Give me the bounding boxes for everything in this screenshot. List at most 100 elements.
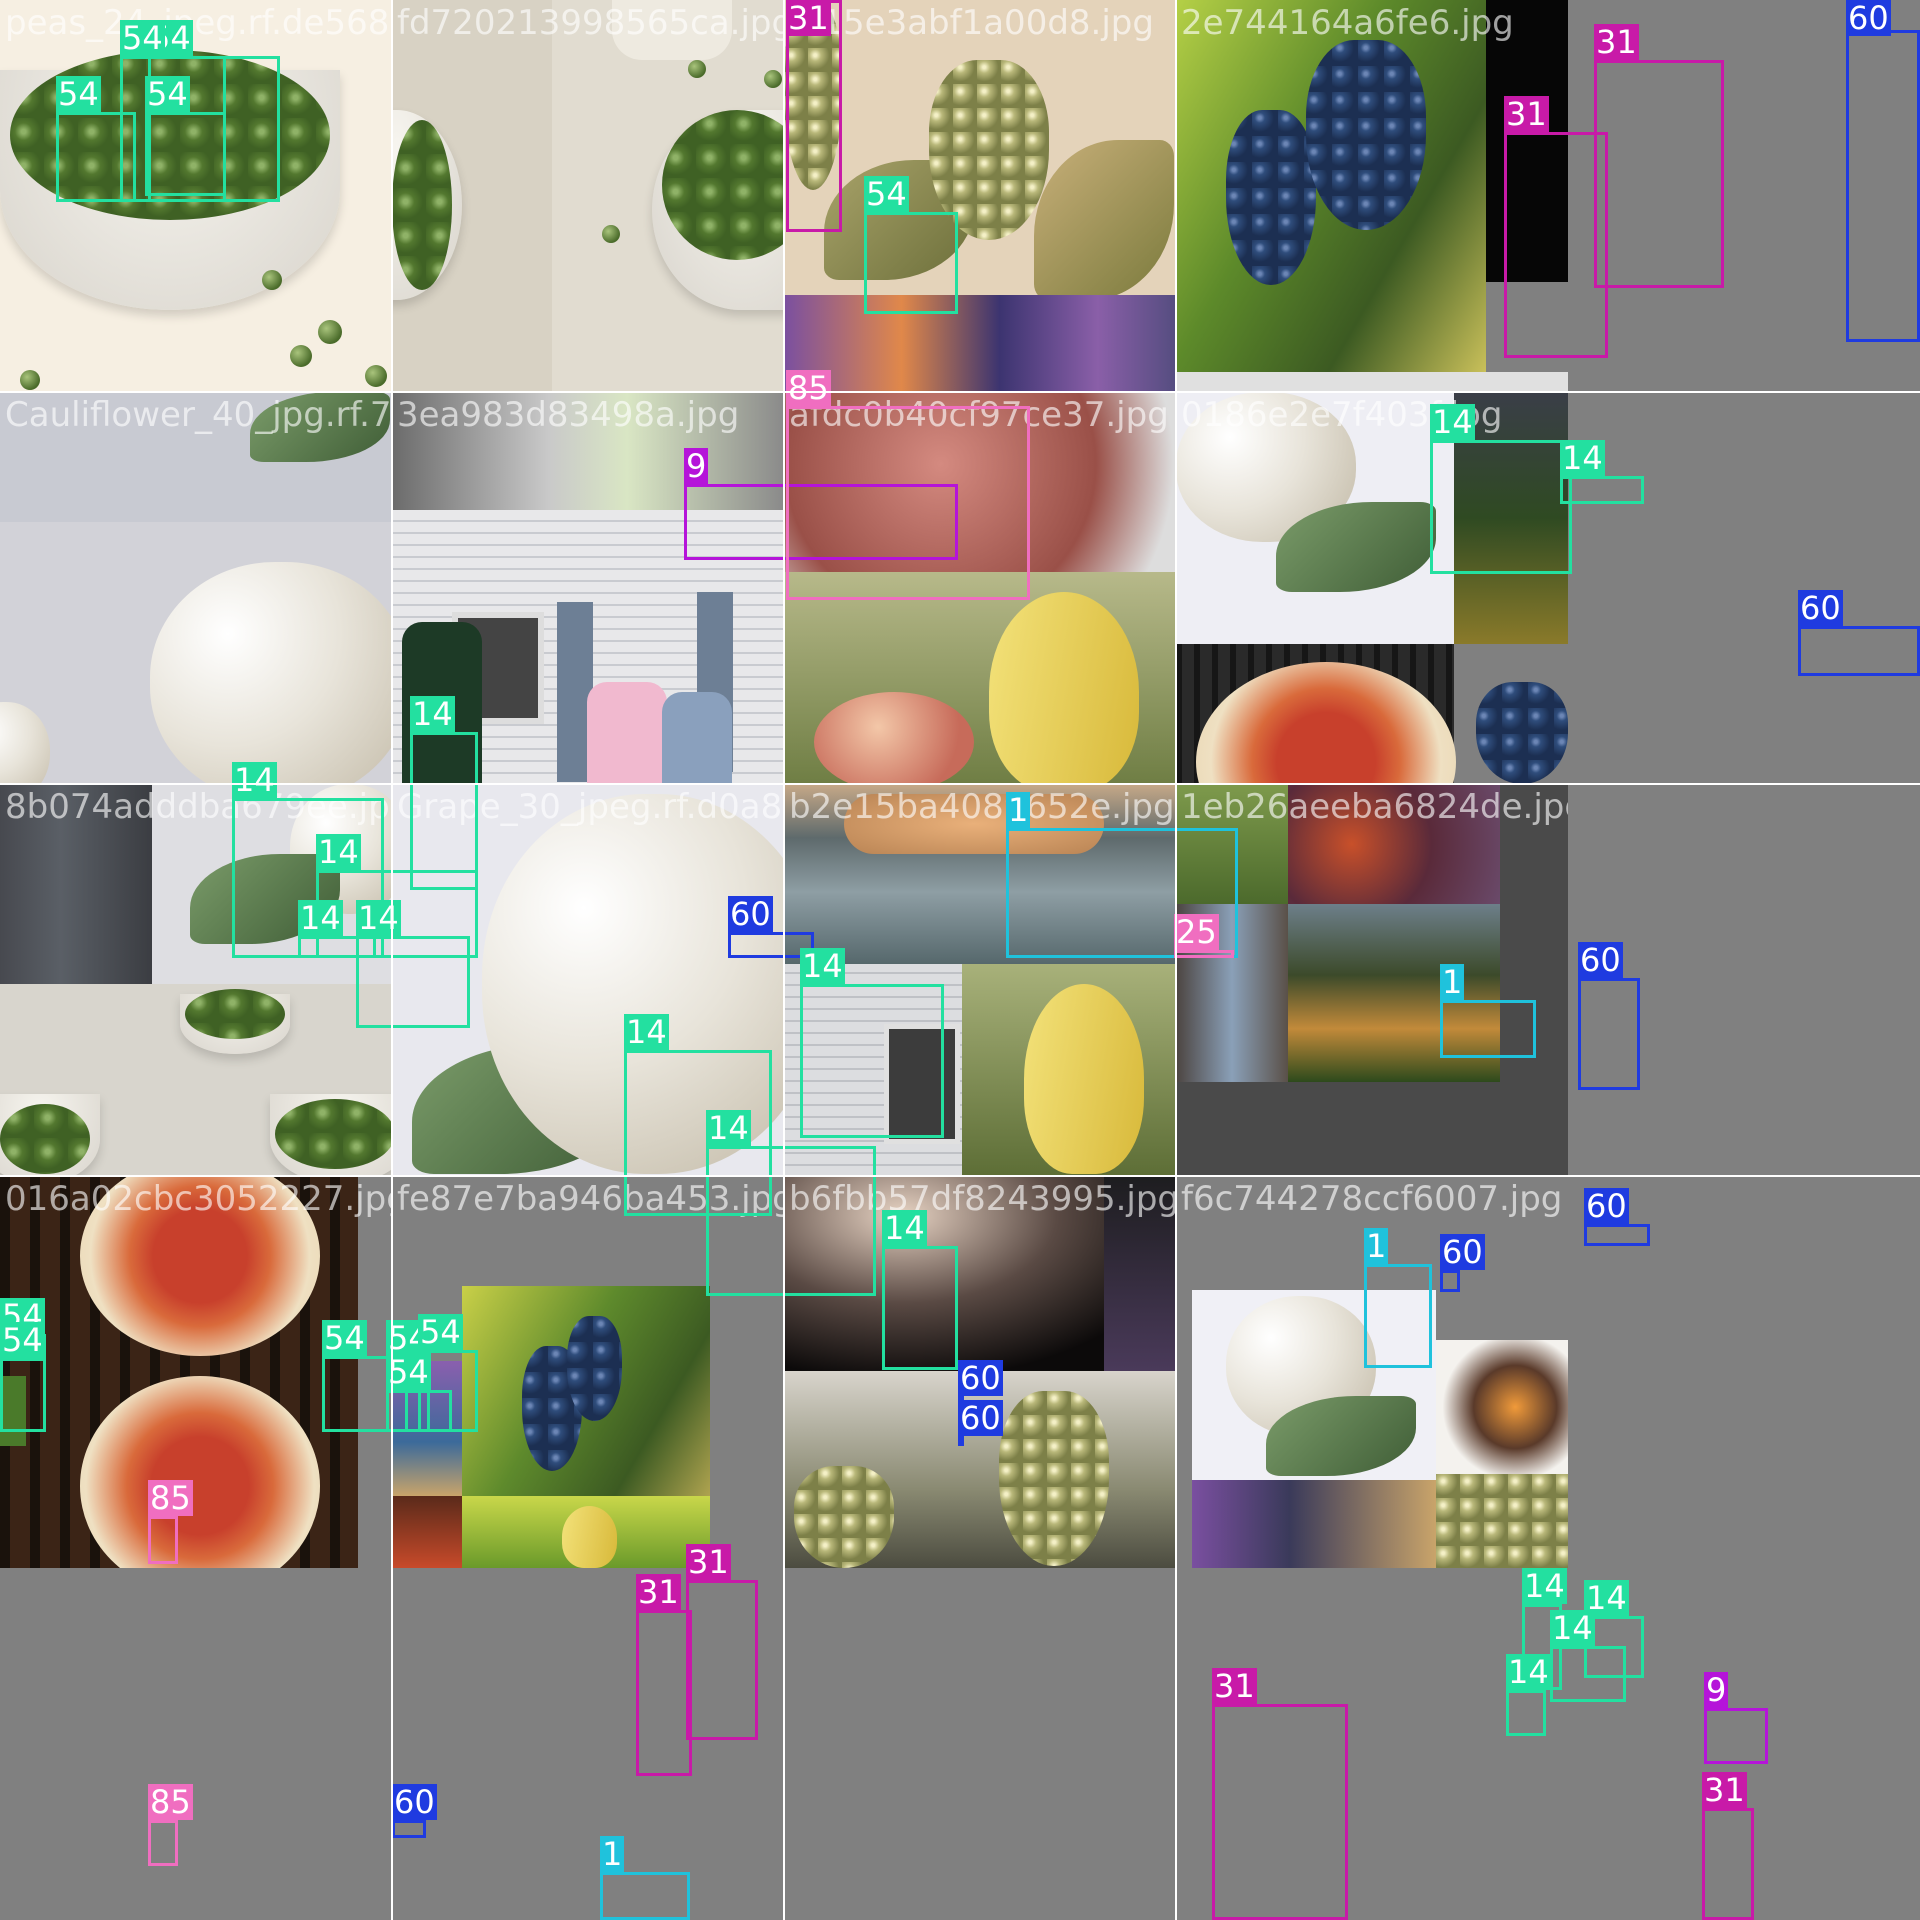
mosaic-tile: afdc0b40cf97ce37.jpg: [784, 392, 1176, 784]
detection-box: [958, 1436, 964, 1446]
left-photo-bottom: [392, 1496, 462, 1568]
image-filename: fe87e7ba946ba453.jpg: [397, 1179, 784, 1219]
detection-class-label: 85: [148, 1479, 193, 1517]
detection-box: [1846, 30, 1920, 342]
grid-divider: [391, 0, 393, 1920]
detection-class-label: 14: [356, 899, 401, 937]
detection-box: [1364, 1264, 1432, 1368]
detection-class-label: 60: [1440, 1233, 1485, 1271]
pea: [318, 320, 342, 344]
mosaic-tile: fe87e7ba946ba453.jpg: [392, 1176, 784, 1568]
grass-photo: [1176, 784, 1288, 904]
detection-class-label: 31: [686, 1543, 731, 1581]
grape-bunch: [794, 1466, 894, 1568]
image-filename: b2e15ba4089652e.jpg: [789, 787, 1175, 827]
detection-box: [1584, 1224, 1650, 1246]
detection-class-label: 14: [706, 1109, 751, 1147]
fruit-photo: [1288, 784, 1500, 904]
detection-box: [1506, 1690, 1546, 1736]
detection-box: [1174, 950, 1234, 958]
detection-box: [624, 1050, 772, 1216]
mosaic-tile: 2e744164a6fe6.jpg: [1176, 0, 1568, 392]
cauliflower: [0, 702, 50, 784]
detection-box: [786, 406, 1030, 600]
detection-class-label: 14: [1430, 403, 1475, 441]
detection-box: [56, 112, 136, 202]
detection-class-label: 14: [1506, 1653, 1551, 1691]
detection-box: [1594, 60, 1724, 288]
detection-class-label: 60: [958, 1399, 1003, 1437]
detection-class-label: 14: [800, 947, 845, 985]
detection-box: [1704, 1708, 1768, 1764]
image-filename: 1eb26aeeba6824de.jpg: [1181, 787, 1568, 827]
pizza: [80, 1376, 320, 1568]
detection-box: [1798, 626, 1920, 676]
detection-box: [728, 932, 814, 958]
detection-class-label: 54: [386, 1353, 431, 1391]
detection-box: [800, 984, 944, 1138]
mosaic-tile: 8b074adddba679ee.jpg: [0, 784, 392, 1176]
detection-class-label: 60: [1798, 589, 1843, 627]
image-filename: Grape_30_jpeg.rf.d0a8b3: [397, 787, 784, 827]
grape-bunch: [567, 1316, 622, 1421]
detection-box: [1550, 1646, 1626, 1702]
detection-class-label: 14: [1522, 1567, 1567, 1605]
detection-class-label: 60: [1578, 941, 1623, 979]
mosaic-tile: 0186e2e7f403f.jpg: [1176, 392, 1568, 784]
detection-class-label: 1: [600, 1835, 625, 1873]
grape-bunch: [929, 60, 1049, 240]
grape-bunch: [1306, 40, 1426, 230]
detection-box: [686, 1580, 758, 1740]
detection-class-label: 54: [145, 75, 190, 113]
banana: [1024, 984, 1144, 1174]
detection-box: [120, 56, 226, 202]
detection-class-label: 25: [1174, 913, 1219, 951]
food-bowl-photo: [784, 392, 1176, 572]
mosaic-tile: Cauliflower_40_jpg.rf.73244383ea983d8349…: [0, 392, 392, 784]
detection-class-label: 14: [298, 899, 343, 937]
pea: [262, 270, 282, 290]
pea: [290, 345, 312, 367]
banana: [989, 592, 1139, 784]
detection-class-label: 31: [1212, 1667, 1257, 1705]
detection-class-label: 1: [1006, 791, 1031, 829]
mosaic-tile: b6fbb57df8243995.jpg: [784, 1176, 1176, 1568]
detection-class-label: 60: [728, 895, 773, 933]
detection-box: [1504, 132, 1608, 358]
detection-box: [1440, 1270, 1460, 1292]
garden-photo: [1288, 904, 1500, 1082]
detection-box: [882, 1246, 958, 1370]
image-filename: fd720213998565ca.jpg: [397, 3, 784, 43]
detection-class-label: 14: [316, 833, 361, 871]
grape-bunch: [1476, 682, 1568, 784]
detection-box: [706, 1146, 876, 1296]
peas: [275, 1099, 392, 1169]
detection-class-label: 85: [786, 369, 831, 407]
detection-class-label: 31: [636, 1573, 681, 1611]
detection-box: [1006, 828, 1238, 958]
pea: [688, 60, 706, 78]
detection-box: [1212, 1704, 1348, 1920]
image-filename: 016a02cbc3052227.jpg: [5, 1179, 392, 1219]
detection-box: [298, 936, 376, 958]
cauliflower: [150, 562, 392, 784]
kids-photo: [784, 295, 1176, 392]
detection-class-label: 31: [1594, 23, 1639, 61]
peas: [185, 989, 285, 1039]
detection-box: [1702, 1808, 1754, 1920]
detection-box: [392, 1820, 426, 1838]
detection-class-label: 54: [120, 19, 165, 57]
kids-photo: [1192, 1480, 1436, 1568]
image-filename: .d15e3abf1a00d8.jpg: [789, 3, 1154, 43]
pea: [365, 365, 387, 387]
detection-class-label: 9: [684, 447, 709, 485]
detection-class-label: 14: [624, 1013, 669, 1051]
detection-box: [684, 484, 958, 560]
food-photo: [1436, 1340, 1568, 1474]
detection-box: [1430, 440, 1572, 574]
detection-class-label: 31: [786, 0, 831, 37]
grid-divider: [0, 391, 1920, 393]
image-filename: 8b074adddba679ee.jpg: [5, 787, 392, 827]
mosaic-tile: fd720213998565ca.jpg: [392, 0, 784, 392]
pizza: [80, 1176, 320, 1356]
